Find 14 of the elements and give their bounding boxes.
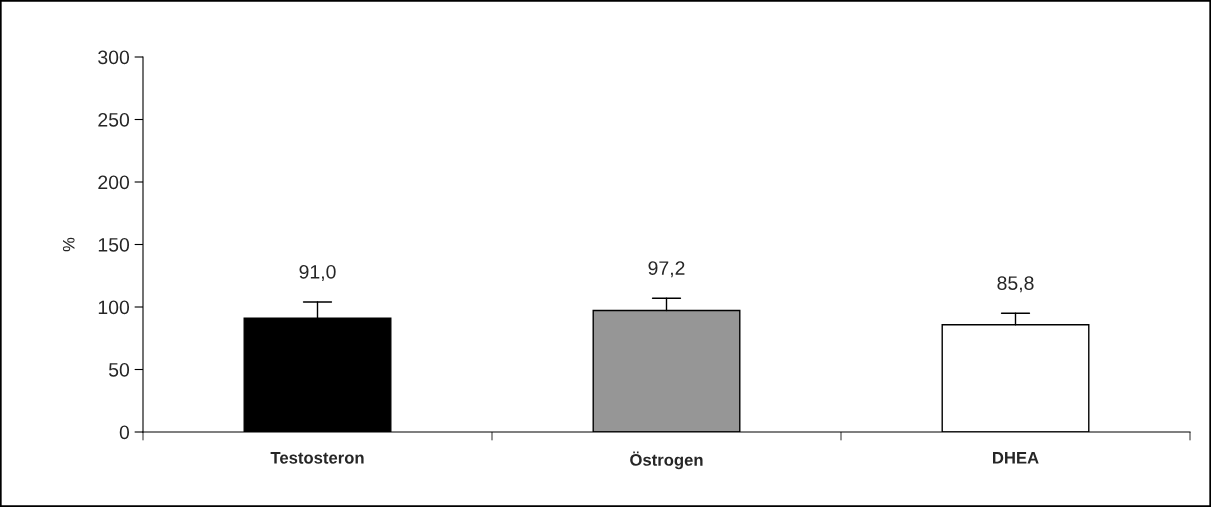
y-tick-label: 250: [98, 112, 130, 127]
y-axis-title: %: [62, 237, 75, 252]
x-tick-label: Östrogen: [630, 451, 703, 470]
y-tick-label: 150: [98, 237, 130, 252]
y-tick-label: 0: [119, 425, 130, 440]
x-tick-label: Testosteron: [270, 452, 364, 464]
y-tick-label: 300: [98, 50, 130, 65]
y-tick-label: 50: [108, 362, 130, 377]
data-label: 97,2: [648, 261, 685, 278]
data-label: 91,0: [299, 264, 336, 282]
y-tick-label: 200: [98, 175, 130, 190]
x-tick-label: DHEA: [993, 452, 1039, 464]
data-label: 85,8: [997, 276, 1034, 293]
y-tick-label: 100: [98, 300, 130, 315]
